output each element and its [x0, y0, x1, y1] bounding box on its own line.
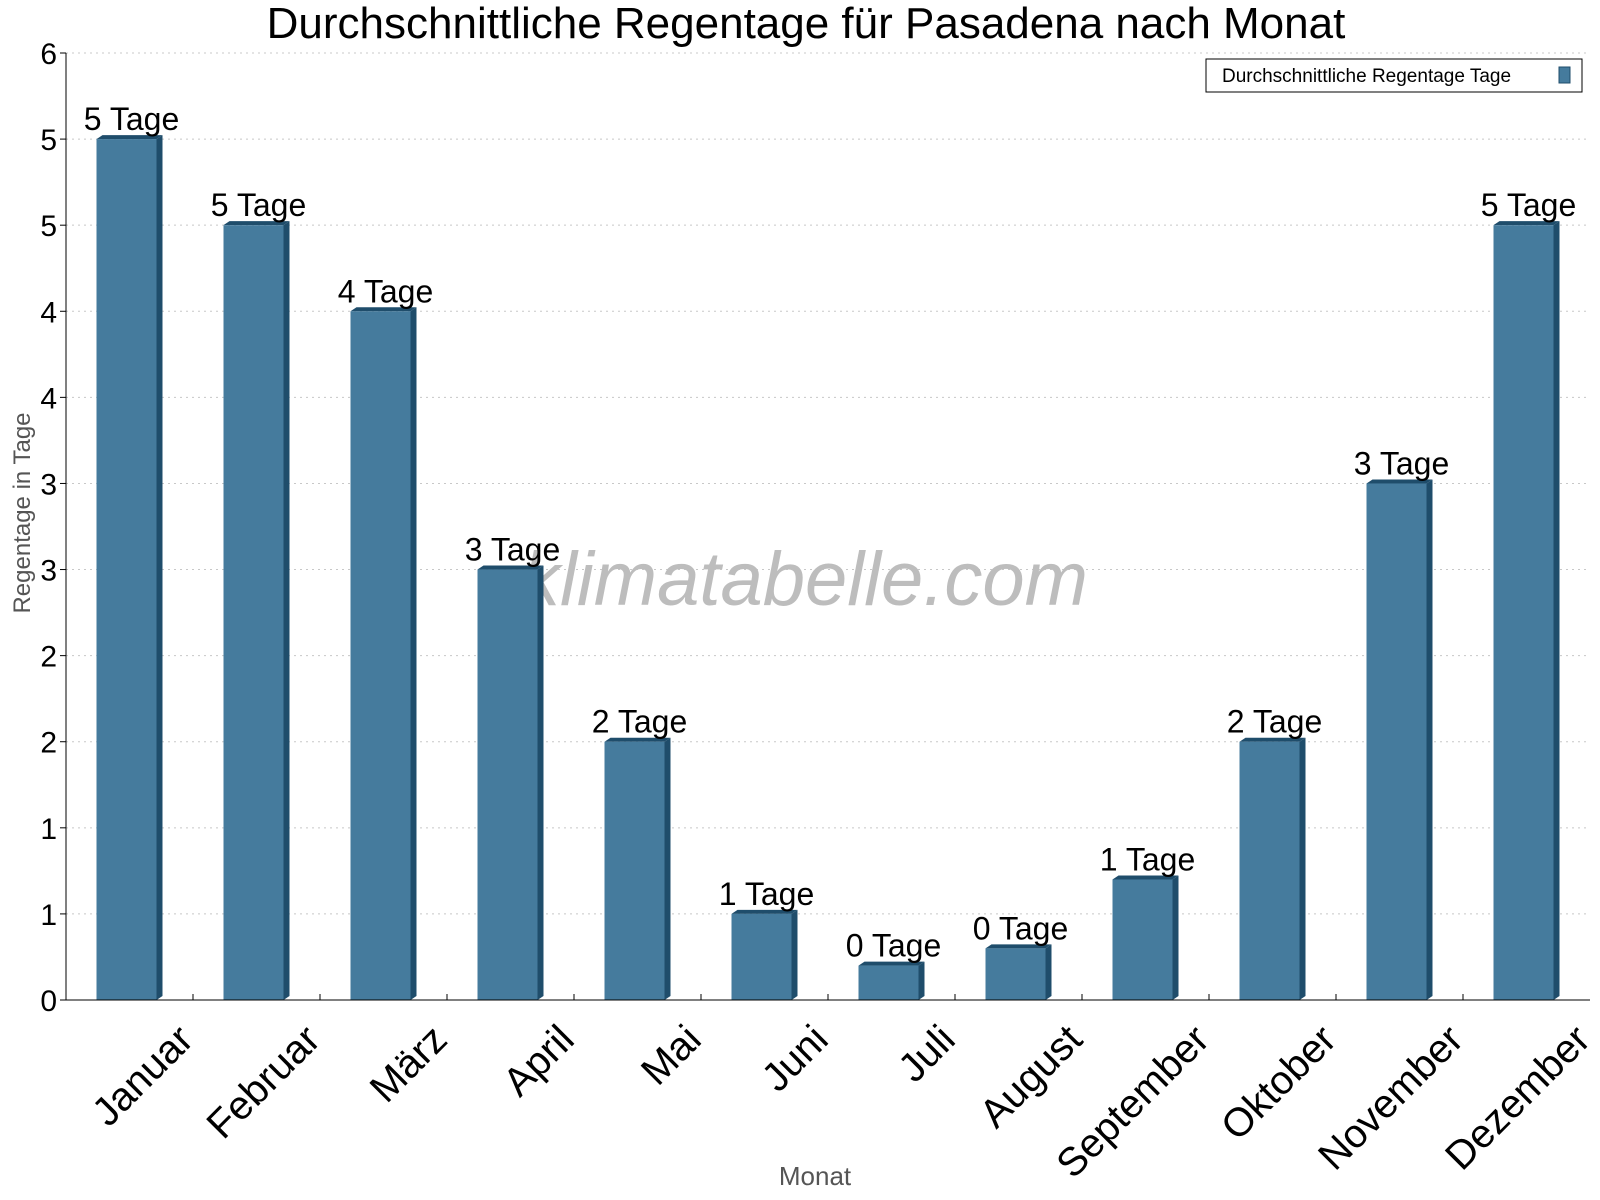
data-label: 5 Tage [211, 187, 307, 223]
data-label: 4 Tage [338, 273, 434, 309]
bar-side [283, 221, 290, 1000]
data-label: 3 Tage [1354, 445, 1450, 481]
x-tick-label: Juli [890, 1017, 964, 1091]
bar-side [918, 961, 925, 1000]
x-tick-label: Juni [754, 1017, 837, 1100]
bar-top [350, 307, 417, 312]
watermark: klimatabelle.com [522, 537, 1088, 622]
chart-title: Durchschnittliche Regentage für Pasadena… [267, 0, 1346, 48]
y-tick-label: 2 [40, 727, 57, 760]
y-tick-label: 2 [40, 641, 57, 674]
x-tick-label: Mai [633, 1017, 710, 1094]
bar [1239, 741, 1300, 1000]
data-label: 1 Tage [1100, 841, 1196, 877]
bar [604, 741, 665, 1000]
bar-top [1239, 737, 1306, 742]
y-tick-label: 1 [40, 813, 57, 846]
y-tick-label: 3 [40, 555, 57, 588]
bar-top [858, 961, 925, 966]
x-tick-label: August [971, 1017, 1090, 1136]
legend: Durchschnittliche Regentage Tage [1205, 58, 1583, 93]
y-tick-label: 1 [40, 899, 57, 932]
y-tick-label: 0 [40, 985, 57, 1018]
bars [96, 135, 1560, 1001]
legend-swatch [1558, 66, 1571, 84]
bar-side [1426, 479, 1433, 1000]
bar [96, 139, 157, 1000]
data-label: 3 Tage [465, 532, 561, 568]
bar-top [96, 135, 163, 140]
bar-side [1553, 221, 1560, 1000]
y-tick-label: 6 [40, 38, 57, 71]
y-tick-label: 4 [40, 382, 57, 415]
legend-box [1205, 58, 1583, 93]
data-label: 0 Tage [846, 928, 942, 964]
data-label: 1 Tage [719, 876, 815, 912]
bar-side [537, 565, 544, 1000]
bar-side [791, 909, 798, 1000]
bar-top [985, 944, 1052, 949]
bar-side [1045, 944, 1052, 1000]
bar [1366, 483, 1427, 1000]
data-label: 5 Tage [84, 101, 180, 137]
bar-side [156, 135, 163, 1000]
bar [731, 913, 792, 1000]
y-tick-label: 5 [40, 124, 57, 157]
y-tick-label: 3 [40, 468, 57, 501]
bar [477, 569, 538, 1000]
data-label: 0 Tage [973, 910, 1069, 946]
x-tick-label: April [495, 1017, 583, 1105]
y-tick-label: 4 [40, 296, 57, 329]
y-axis-ticks: 0 1 1 2 2 3 3 4 4 5 5 6 [40, 38, 66, 1018]
x-tick-label: Januar [84, 1017, 202, 1135]
y-axis-label: Regentage in Tage [9, 412, 36, 613]
y-tick-label: 5 [40, 210, 57, 243]
bar-top [223, 221, 290, 226]
data-label: 2 Tage [1227, 704, 1323, 740]
bar-side [410, 307, 417, 1001]
bar-top [477, 565, 544, 570]
bar [223, 225, 284, 1000]
bar-top [1366, 479, 1433, 484]
bar-top [604, 737, 671, 742]
bar [1112, 879, 1173, 1000]
x-tick-label: Oktober [1213, 1017, 1345, 1149]
bar-top [1493, 221, 1560, 226]
x-tick-label: März [362, 1017, 456, 1111]
bar-side [1172, 875, 1179, 1000]
bar-side [664, 737, 671, 1000]
data-label: 5 Tage [1481, 187, 1577, 223]
bar [350, 311, 411, 1001]
bar-side [1299, 737, 1306, 1000]
bar [1493, 225, 1554, 1000]
gridlines [66, 52, 1590, 915]
bar-top [1112, 875, 1179, 880]
data-label: 2 Tage [592, 704, 688, 740]
data-labels: 5 Tage 5 Tage 4 Tage 3 Tage 2 Tage 1 Tage 0 Ta… [84, 101, 1577, 963]
bar [858, 965, 919, 1000]
x-tick-label: Februar [199, 1017, 329, 1147]
legend-label: Durchschnittliche Regentage Tage [1222, 66, 1511, 87]
x-axis-label: Monat [779, 1161, 852, 1191]
bar-top [731, 909, 798, 914]
bar [985, 948, 1046, 1000]
